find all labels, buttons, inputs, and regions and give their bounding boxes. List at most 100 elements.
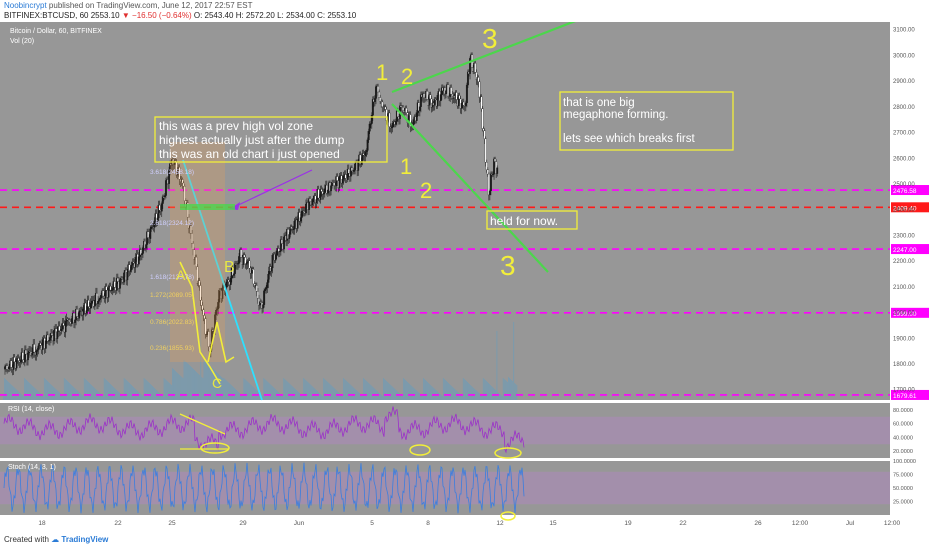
close-value: C: 2553.10 — [317, 11, 357, 20]
author-link[interactable]: Noobincrypt — [4, 1, 47, 10]
level-tag — [891, 307, 929, 318]
candle-up — [299, 217, 302, 222]
candle-down — [58, 326, 61, 331]
volume-bar — [43, 378, 45, 400]
volume-label: Vol (20) — [10, 38, 34, 45]
volume-bar — [180, 376, 182, 400]
candle-up — [439, 94, 442, 102]
candle-down — [10, 360, 13, 368]
volume-bar — [342, 396, 343, 400]
volume-bar — [492, 387, 494, 400]
price-axis-background — [890, 22, 932, 515]
candle-up — [82, 309, 85, 316]
candle-up — [60, 329, 63, 332]
volume-bar — [214, 370, 215, 400]
volume-bar — [215, 371, 216, 400]
symbol-label: BITFINEX:BTCUSD, 60 — [4, 11, 89, 20]
volume-bar — [203, 360, 205, 400]
volume-bar — [286, 381, 288, 400]
fib-label: 1.618(2133.78) — [150, 274, 194, 281]
candle-up — [221, 287, 224, 299]
candle-down — [381, 101, 384, 108]
level-label: 1679.61 — [893, 393, 917, 400]
candle-up — [140, 253, 143, 255]
candle-down — [379, 97, 382, 102]
volume-bar — [514, 383, 516, 400]
volume-bar — [471, 386, 473, 400]
candle-down — [252, 269, 255, 285]
volume-bar — [195, 371, 196, 400]
volume-bar — [438, 393, 440, 400]
rsi-pane-title: RSI (14, close) — [8, 406, 54, 413]
price-tick: 2800.00 — [893, 105, 915, 111]
volume-bar — [387, 382, 389, 400]
volume-bar — [73, 387, 75, 400]
volume-bar — [138, 392, 140, 400]
candle-up — [445, 90, 447, 95]
candle-down — [429, 94, 432, 100]
volume-bar — [289, 384, 291, 400]
volume-bar — [398, 393, 400, 400]
candle-down — [256, 290, 259, 299]
volume-bar — [424, 379, 425, 400]
volume-bar — [337, 392, 339, 400]
abc-path-2 — [207, 321, 235, 364]
candle-up — [129, 269, 132, 272]
volume-bar — [415, 390, 417, 400]
candle-up — [149, 228, 152, 239]
candle-up — [126, 271, 129, 281]
candle-down — [290, 226, 293, 229]
time-tick: 19 — [624, 520, 632, 527]
volume-bar — [51, 385, 53, 400]
volume-bar — [294, 389, 296, 400]
volume-bar — [455, 390, 457, 400]
volume-bar — [7, 381, 8, 400]
candle-up — [394, 121, 397, 125]
volume-bar — [263, 378, 265, 400]
time-tick: 8 — [426, 520, 430, 527]
time-tick: 5 — [370, 520, 374, 527]
volume-bar — [84, 379, 86, 400]
time-tick: Jul — [846, 520, 855, 527]
volume-bar — [373, 388, 375, 400]
volume-bar — [8, 382, 10, 400]
volume-bar — [50, 384, 52, 400]
annotation-text-1: this was an old chart i just opened — [159, 147, 340, 161]
chart-area[interactable]: 2476.58 2409.40 2247.00 1999.00 1679.61 3.61… — [0, 18, 932, 530]
volume-bar — [461, 396, 463, 400]
volume-bar — [265, 380, 267, 400]
volume-bar — [11, 385, 13, 400]
candle-down — [248, 260, 251, 269]
volume-bar — [509, 378, 510, 400]
candle-up — [338, 176, 341, 188]
volume-bar — [60, 394, 62, 400]
candle-down — [6, 365, 9, 370]
candle-up — [367, 131, 370, 141]
tradingview-brand[interactable]: TradingView — [61, 535, 109, 544]
stoch-pane-background — [0, 461, 890, 515]
volume-bar — [511, 380, 512, 400]
volume-bar — [227, 382, 229, 400]
volume-bar — [34, 388, 36, 400]
publish-line: Noobincrypt published on TradingView.com… — [4, 1, 252, 10]
volume-bar — [210, 367, 212, 400]
volume-bar — [109, 383, 110, 400]
volume-bar — [475, 390, 477, 400]
volume-bar — [211, 368, 213, 400]
volume-bar — [3, 396, 4, 400]
trend-line-cyan — [182, 159, 263, 401]
volume-bar — [171, 385, 172, 400]
chart-svg[interactable]: 2476.58 2409.40 2247.00 1999.00 1679.61 3.61… — [0, 18, 932, 530]
symbol-line: BITFINEX:BTCUSD, 60 2553.10 ▼ −16.50 (−0… — [4, 11, 356, 20]
candle-down — [227, 279, 230, 282]
main-pane-title: Bitcoin / Dollar, 60, BITFINEX — [10, 28, 102, 35]
volume-bar — [329, 384, 331, 400]
volume-bar — [447, 382, 448, 400]
volume-bar — [390, 385, 392, 400]
volume-bar — [446, 381, 447, 400]
candle-up — [496, 167, 499, 174]
volume-bar — [391, 386, 393, 400]
candle-down — [450, 87, 453, 95]
candle-down — [260, 301, 262, 304]
candle-up — [312, 198, 315, 203]
